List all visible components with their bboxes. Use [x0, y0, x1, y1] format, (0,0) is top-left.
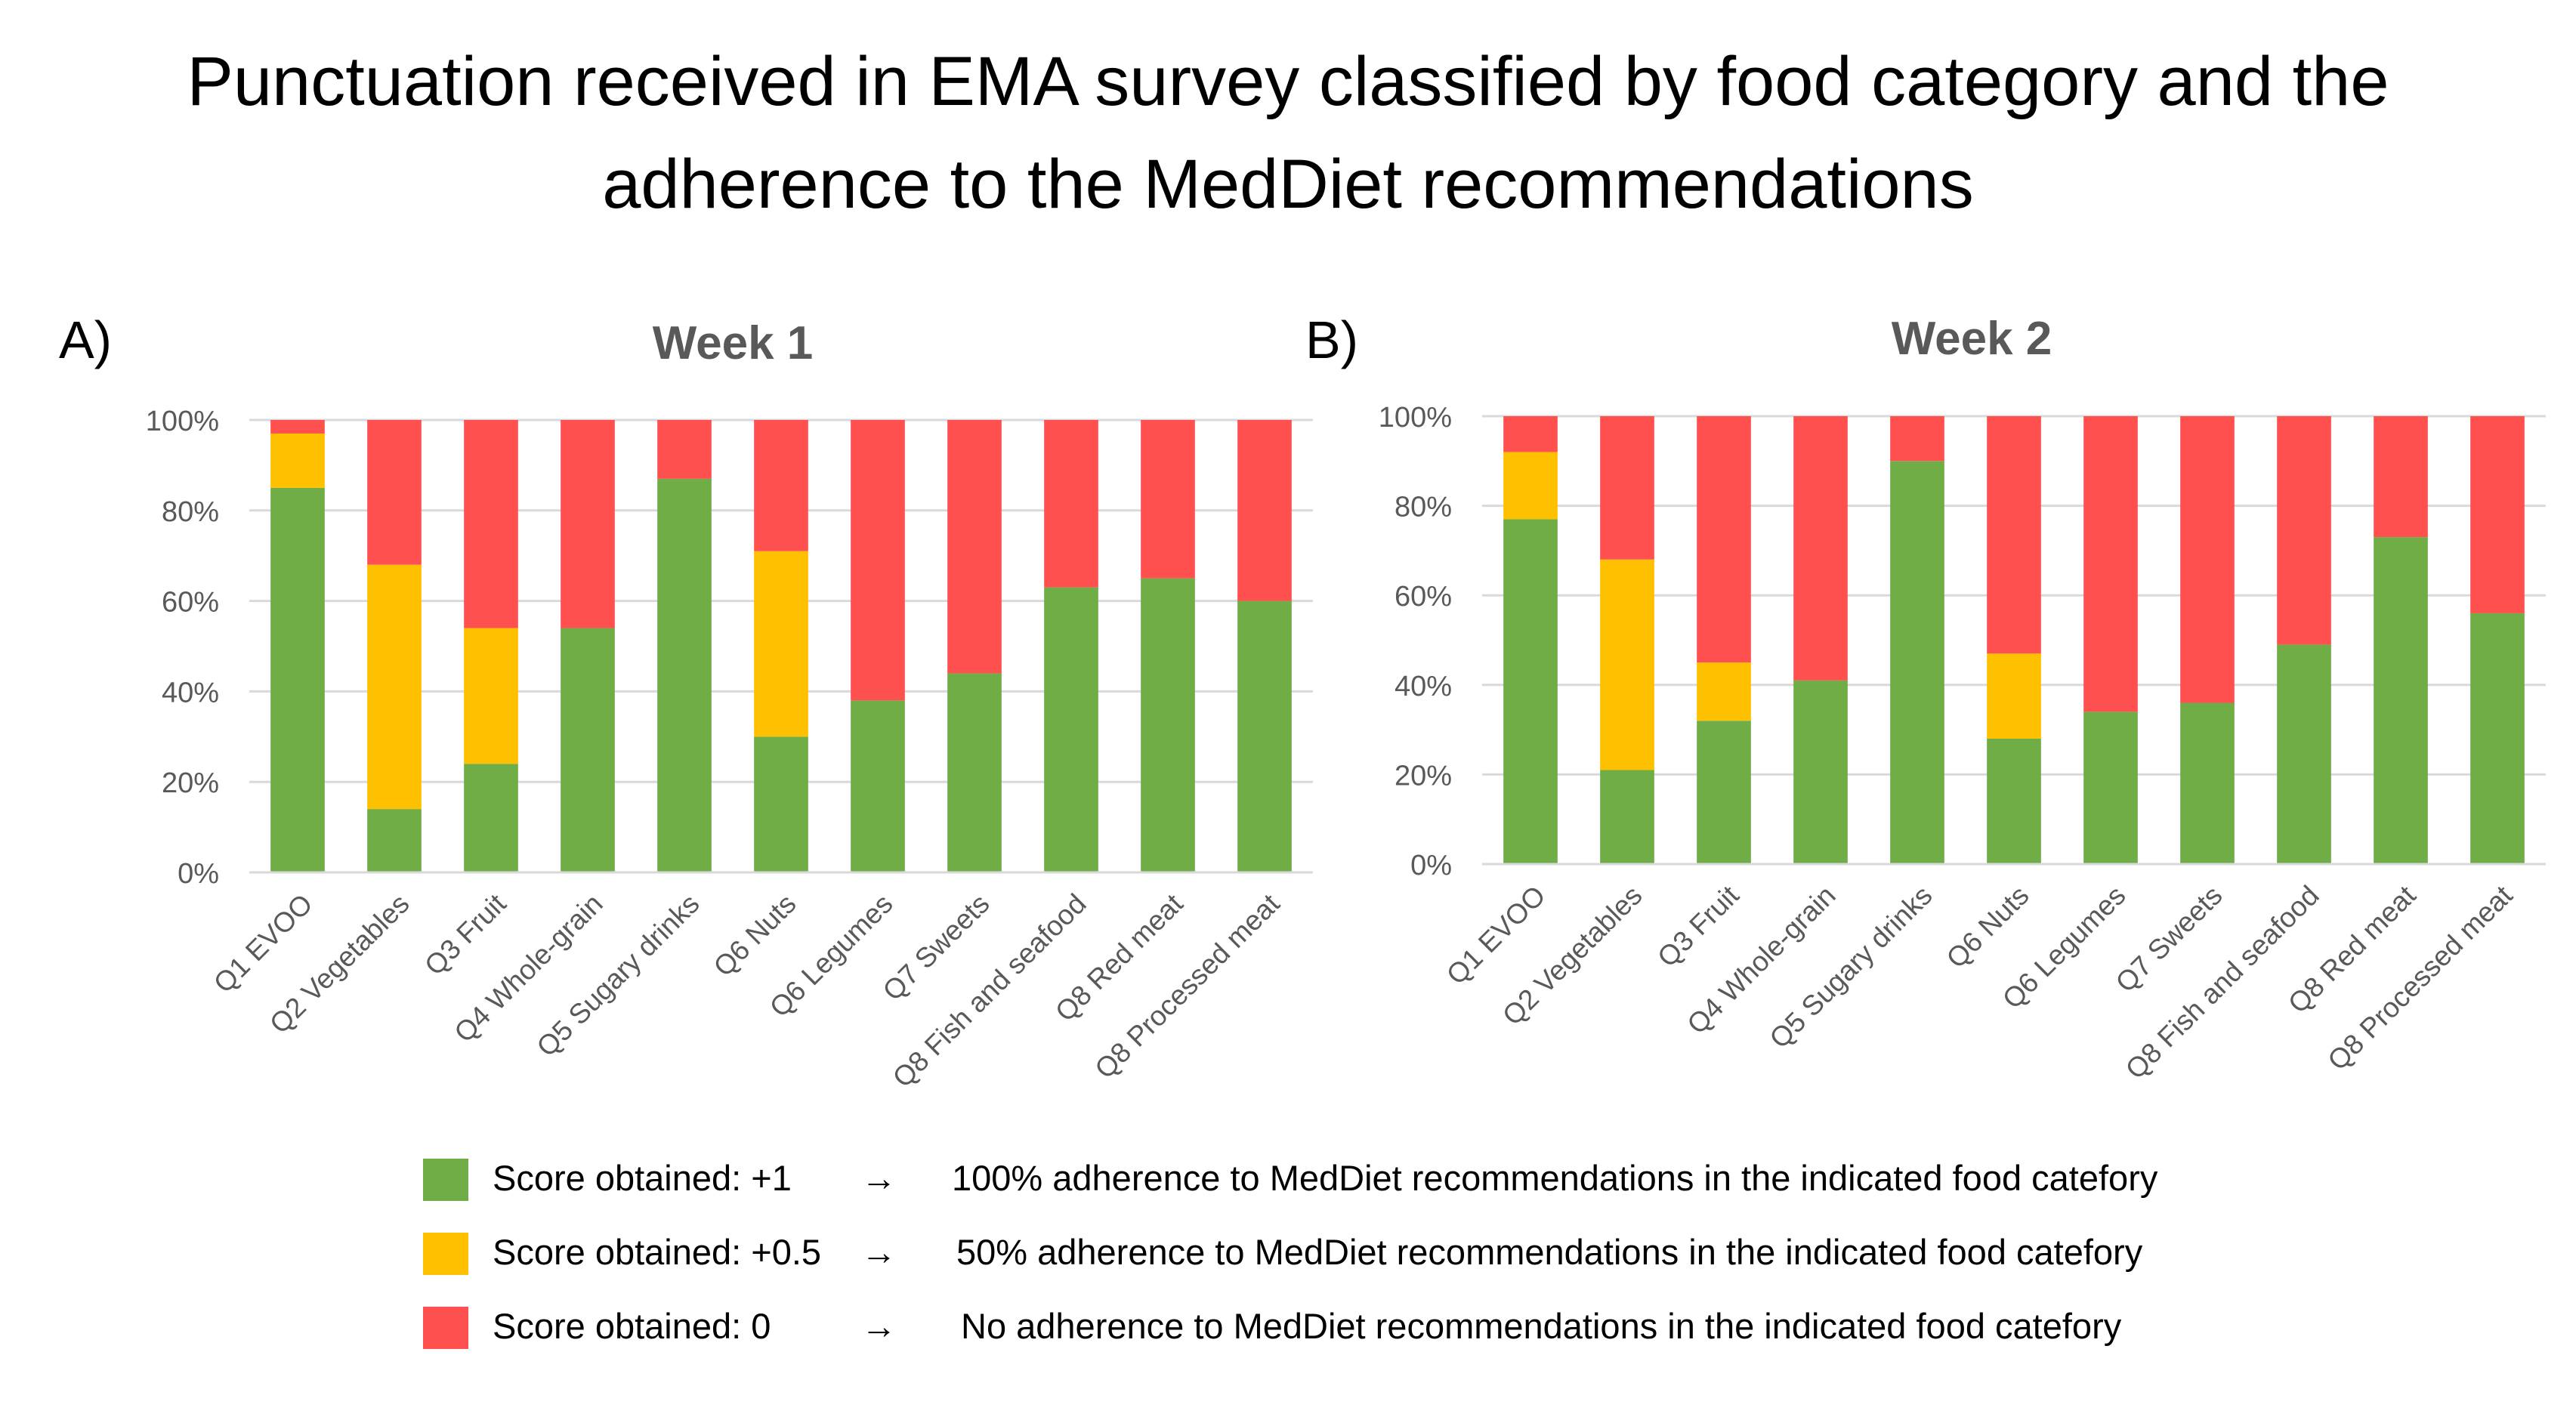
bar-segment-score-1 — [1503, 519, 1558, 864]
y-tick-label: 40% — [1395, 671, 1452, 702]
y-tick-label: 60% — [162, 587, 219, 619]
bar-segment-score-1 — [464, 764, 518, 872]
bar-segment-score-0 — [1600, 416, 1654, 560]
bar-segment-score-0 — [2180, 416, 2235, 703]
y-tick-label: 0% — [178, 858, 219, 890]
bar-segment-score-0-5 — [270, 433, 325, 488]
legend-description: 100% adherence to MedDiet recommendation… — [952, 1158, 2158, 1198]
legend-label: Score obtained: 0 — [493, 1306, 771, 1346]
x-tick-label: Q3 Fruit — [1651, 879, 1745, 973]
bar-segment-score-0 — [657, 420, 712, 479]
bar-segment-score-1 — [754, 736, 808, 872]
legend-item-full-adherence: Score obtained: +1 → 100% adherence to M… — [423, 1148, 2463, 1208]
bar-segment-score-0-5 — [464, 628, 518, 764]
arrow-right-icon: → — [861, 1232, 897, 1272]
x-tick-label: Q5 Sugary drinks — [1764, 880, 1938, 1054]
bar-segment-score-1 — [270, 487, 325, 872]
legend-description: No adherence to MedDiet recommendations … — [961, 1306, 2122, 1346]
y-tick-label: 80% — [162, 496, 219, 528]
panel-a-label: A) — [59, 310, 112, 369]
bar-segment-score-0 — [2083, 416, 2138, 712]
bar-segment-score-0-5 — [367, 564, 422, 810]
bar-segment-score-1 — [851, 700, 905, 872]
y-tick-label: 100% — [1379, 402, 1452, 434]
bar-segment-score-1 — [2180, 702, 2235, 864]
bar-segment-score-0 — [561, 420, 615, 628]
bar-segment-score-0 — [464, 420, 518, 628]
legend-description: 50% adherence to MedDiet recommendations… — [956, 1232, 2143, 1272]
bar-segment-score-1 — [1697, 721, 1751, 864]
arrow-right-icon: → — [861, 1158, 897, 1198]
bar-segment-score-1 — [1987, 738, 2041, 864]
panel-b-label: B) — [1305, 310, 1358, 369]
y-tick-label: 40% — [162, 677, 219, 708]
x-tick-label: Q6 Nuts — [1941, 880, 2035, 974]
bar-segment-score-0-5 — [1987, 653, 2041, 739]
week2-chart-title: Week 2 — [1891, 313, 2052, 365]
bar-segment-score-0 — [367, 420, 422, 565]
legend-label: Score obtained: +1 — [493, 1158, 792, 1198]
bar-segment-score-1 — [1141, 578, 1195, 872]
y-tick-label: 20% — [162, 767, 219, 799]
bar-segment-score-0 — [754, 420, 808, 551]
y-tick-label: 80% — [1395, 492, 1452, 523]
legend-swatch-green — [423, 1159, 468, 1201]
legend-item-no-adherence: Score obtained: 0 → No adherence to MedD… — [423, 1296, 2463, 1357]
bar-segment-score-1 — [561, 628, 615, 872]
y-tick-label: 100% — [146, 406, 219, 437]
bar-segment-score-1 — [1044, 587, 1098, 872]
bar-segment-score-0-5 — [1600, 559, 1654, 770]
bar-segment-score-1 — [1600, 770, 1654, 864]
main-title: Punctuation received in EMA survey class… — [0, 30, 2576, 236]
bar-segment-score-0 — [1697, 416, 1751, 663]
y-tick-label: 20% — [1395, 760, 1452, 792]
x-tick-label: Q8 Processed meat — [2321, 879, 2519, 1076]
bar-segment-score-1 — [367, 809, 422, 872]
y-tick-label: 60% — [1395, 581, 1452, 613]
bar-segment-score-1 — [1890, 461, 1944, 864]
bar-segment-score-0 — [1141, 420, 1195, 579]
bar-segment-score-0 — [2470, 416, 2525, 613]
bar-segment-score-0 — [2374, 416, 2428, 538]
bar-segment-score-1 — [1237, 600, 1292, 872]
bar-segment-score-1 — [2470, 613, 2525, 864]
legend-label: Score obtained: +0.5 — [493, 1232, 822, 1272]
bar-segment-score-0 — [2277, 416, 2331, 645]
bar-segment-score-1 — [2374, 537, 2428, 864]
main-title-line2: adherence to the MedDiet recommendations — [602, 146, 1974, 223]
bar-segment-score-0-5 — [1697, 662, 1751, 721]
y-tick-label: 0% — [1410, 850, 1452, 881]
week1-chart-title: Week 1 — [652, 317, 814, 369]
main-title-line1: Punctuation received in EMA survey class… — [187, 43, 2389, 120]
legend-swatch-red — [423, 1307, 468, 1349]
bar-segment-score-1 — [657, 478, 712, 872]
bar-segment-score-0 — [947, 420, 1002, 674]
bar-segment-score-0 — [1237, 420, 1292, 601]
bar-segment-score-0-5 — [754, 551, 808, 737]
legend-item-half-adherence: Score obtained: +0.5 → 50% adherence to … — [423, 1222, 2463, 1283]
bar-segment-score-1 — [947, 673, 1002, 872]
bar-segment-score-1 — [2083, 712, 2138, 864]
bar-segment-score-0 — [1044, 420, 1098, 588]
bar-segment-score-0 — [1503, 416, 1558, 452]
x-tick-label: Q8 Fish and seafood — [2120, 880, 2325, 1085]
bar-segment-score-1 — [1793, 680, 1848, 864]
legend-swatch-yellow — [423, 1233, 468, 1275]
bar-segment-score-0 — [851, 420, 905, 701]
arrow-right-icon: → — [861, 1306, 897, 1346]
bar-segment-score-0 — [1890, 416, 1944, 461]
bar-segment-score-0-5 — [1503, 452, 1558, 520]
bar-segment-score-1 — [2277, 644, 2331, 864]
bar-segment-score-0 — [270, 420, 325, 434]
bar-segment-score-0 — [1793, 416, 1848, 681]
bar-segment-score-0 — [1987, 416, 2041, 654]
